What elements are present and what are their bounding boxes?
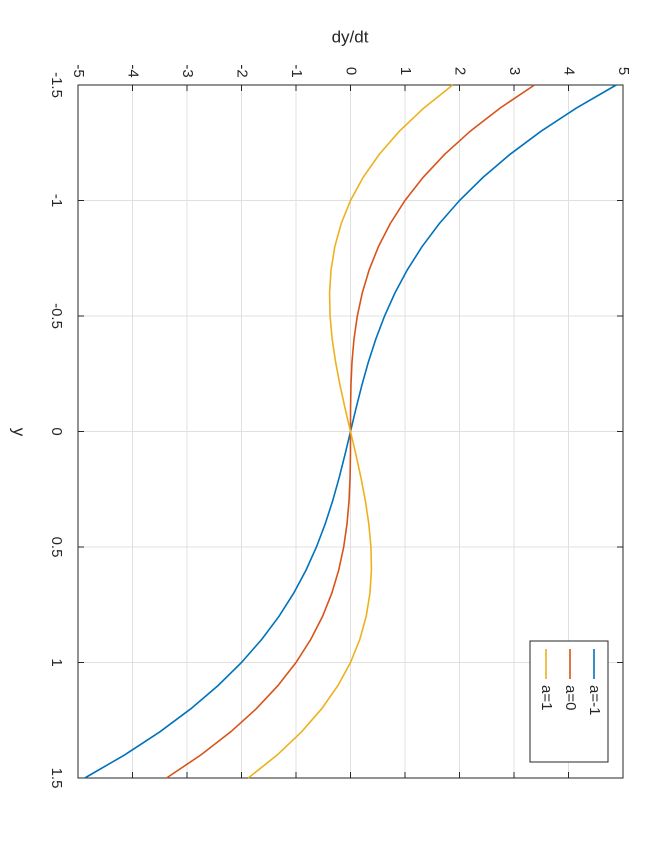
value-tick-label: 0	[343, 67, 360, 75]
value-tick-label: -4	[125, 64, 142, 77]
legend-box	[529, 640, 609, 763]
x-tick-label: -0.5	[48, 303, 65, 329]
x-tick-label: 0	[48, 427, 65, 435]
value-tick-label: 2	[452, 67, 469, 75]
x-tick-label: 0.5	[48, 537, 65, 558]
value-tick-label: -1	[288, 64, 305, 77]
legend-label: a=-1	[586, 685, 603, 715]
value-tick-label: 1	[397, 67, 414, 75]
value-axis-label: dy/dt	[332, 27, 369, 46]
x-tick-label: 1	[48, 658, 65, 666]
value-tick-label: -5	[70, 64, 87, 77]
legend-label: a=0	[562, 685, 579, 710]
value-tick-label: 3	[506, 67, 523, 75]
x-axis-label: y	[10, 428, 29, 437]
value-tick-label: -3	[179, 64, 196, 77]
x-tick-label: 1.5	[48, 768, 65, 789]
x-tick-label: -1	[48, 194, 65, 207]
legend-label: a=1	[538, 685, 555, 710]
plot-frame	[77, 84, 624, 779]
value-tick-label: -2	[234, 64, 251, 77]
value-tick-label: 4	[561, 67, 578, 75]
series-line	[247, 84, 454, 779]
value-tick-label: 5	[615, 67, 632, 75]
x-tick-label: -1.5	[48, 72, 65, 98]
